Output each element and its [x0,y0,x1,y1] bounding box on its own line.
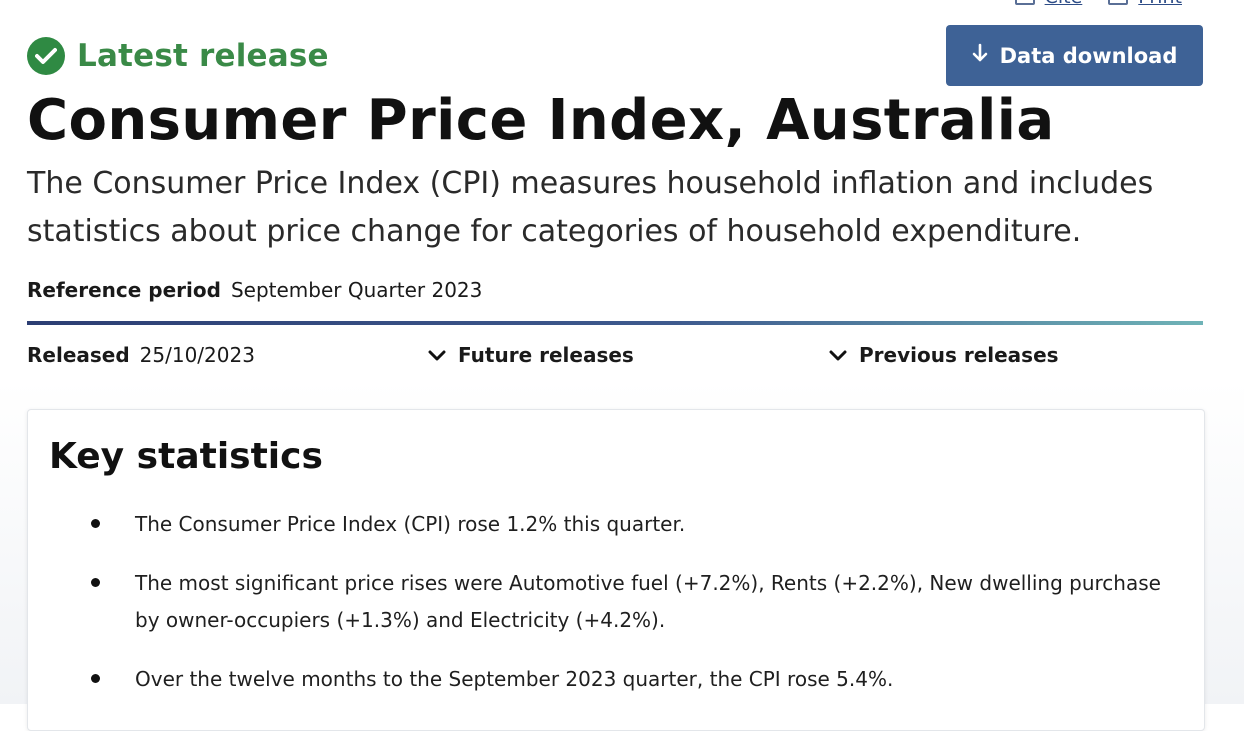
list-item-text: The Consumer Price Index (CPI) rose 1.2%… [135,512,686,536]
list-item: Over the twelve months to the September … [28,661,1204,698]
previous-releases-toggle[interactable]: Previous releases [829,343,1059,367]
page-tools: Cite Print [1014,0,1182,8]
reference-period-value: September Quarter 2023 [230,278,483,302]
key-statistics-card: Key statistics The Consumer Price Index … [27,409,1205,731]
arrow-down-icon [972,43,988,68]
key-statistics-heading: Key statistics [49,436,323,477]
future-releases-label: Future releases [458,343,634,367]
print-link[interactable]: Print [1108,0,1182,8]
cite-link[interactable]: Cite [1014,0,1082,8]
bullet-icon [91,519,100,528]
data-download-button[interactable]: Data download [946,25,1203,86]
divider [27,321,1203,325]
check-circle-icon [27,37,65,75]
chevron-down-icon [428,343,446,367]
released-label: Released [27,343,130,367]
quote-icon [1014,0,1035,5]
future-releases-toggle[interactable]: Future releases [428,343,634,367]
list-item: The most significant price rises were Au… [28,565,1204,639]
chevron-down-icon [829,343,847,367]
bullet-icon [91,674,100,683]
print-icon [1108,0,1129,5]
page-subtitle: The Consumer Price Index (CPI) measures … [27,166,1154,249]
page-title: Consumer Price Index, Australia [27,88,1055,153]
status-label: Latest release [77,38,329,74]
list-item-text: Over the twelve months to the September … [135,667,894,691]
release-status: Latest release [27,37,329,75]
release-date: Released 25/10/2023 [27,343,255,367]
bullet-icon [91,578,100,587]
key-statistics-list: The Consumer Price Index (CPI) rose 1.2%… [28,506,1204,720]
reference-period-label: Reference period [27,278,221,302]
data-download-label: Data download [999,43,1178,68]
list-item: The Consumer Price Index (CPI) rose 1.2%… [28,506,1204,543]
released-value: 25/10/2023 [139,343,255,367]
reference-period: Reference period September Quarter 2023 [27,278,482,302]
previous-releases-label: Previous releases [859,343,1059,367]
list-item-text: The most significant price rises were Au… [135,571,1161,632]
